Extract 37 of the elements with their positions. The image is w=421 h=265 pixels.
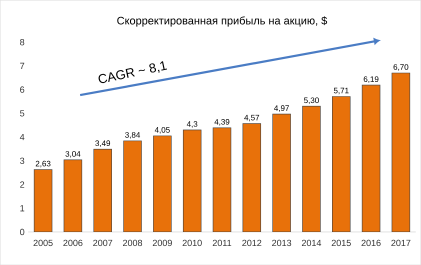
x-tick-label: 2012 <box>242 240 262 246</box>
x-tick-label: 2005 <box>34 240 53 246</box>
x-tick-label: 2010 <box>182 240 202 246</box>
annotation: CAGR ~ 8,1 <box>98 61 167 84</box>
x-tick-label: 2017 <box>391 240 410 246</box>
x-tick-label: 2014 <box>302 240 322 246</box>
x-tick-label: 2011 <box>212 240 232 246</box>
y-tick-label: 1 <box>20 205 24 212</box>
y-tick-label: 3 <box>20 158 24 164</box>
x-tick-label: 2007 <box>93 240 112 246</box>
bar <box>93 148 112 232</box>
x-tick-label: 2006 <box>63 240 82 246</box>
x-tick-label: 2009 <box>152 240 172 246</box>
y-tick-label: 6 <box>20 86 24 93</box>
y-tick-label: 8 <box>20 38 24 46</box>
bar <box>153 136 172 232</box>
bar <box>64 159 82 232</box>
x-tick-label: 2013 <box>272 240 292 246</box>
y-tick-label: 0 <box>20 228 24 236</box>
x-tick-label: 2008 <box>123 240 142 246</box>
bar <box>212 127 232 232</box>
bar <box>123 140 142 232</box>
bar <box>182 130 202 232</box>
bar <box>272 114 291 232</box>
chart-title: Скорректированная прибыль на акцию, $ <box>117 16 328 27</box>
y-tick-label: 5 <box>20 110 24 116</box>
bar <box>302 106 321 232</box>
y-tick-label: 4 <box>20 134 24 140</box>
y-tick-label: 2 <box>20 181 24 188</box>
x-tick-label: 2015 <box>332 240 351 246</box>
y-tick-label: 7 <box>20 62 24 69</box>
bar <box>242 123 262 232</box>
bar <box>392 72 410 232</box>
bar <box>362 84 380 232</box>
bar <box>332 96 351 232</box>
x-tick-label: 2016 <box>362 240 381 246</box>
bar <box>34 169 52 232</box>
